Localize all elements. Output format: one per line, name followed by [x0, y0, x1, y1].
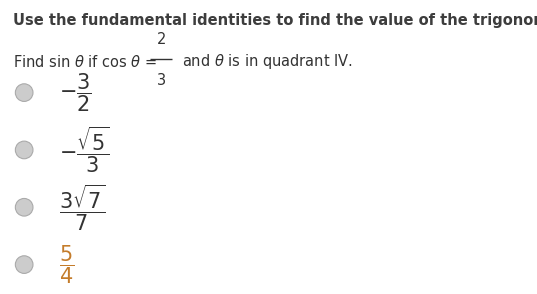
- Text: $-\dfrac{\sqrt{5}}{3}$: $-\dfrac{\sqrt{5}}{3}$: [59, 125, 110, 175]
- Text: $\dfrac{3\sqrt{7}}{7}$: $\dfrac{3\sqrt{7}}{7}$: [59, 182, 105, 233]
- Text: Use the fundamental identities to find the value of the trigonometric function.: Use the fundamental identities to find t…: [13, 13, 537, 28]
- Text: and $\theta$ is in quadrant IV.: and $\theta$ is in quadrant IV.: [182, 52, 352, 71]
- Ellipse shape: [16, 256, 33, 273]
- Text: 3: 3: [157, 73, 165, 88]
- Text: 2: 2: [156, 32, 166, 47]
- Text: Find sin $\theta$ if cos $\theta$ =: Find sin $\theta$ if cos $\theta$ =: [13, 54, 158, 70]
- Ellipse shape: [16, 141, 33, 159]
- Ellipse shape: [16, 198, 33, 216]
- Text: $-\dfrac{3}{2}$: $-\dfrac{3}{2}$: [59, 71, 92, 114]
- Ellipse shape: [16, 84, 33, 101]
- Text: $\dfrac{5}{4}$: $\dfrac{5}{4}$: [59, 243, 74, 286]
